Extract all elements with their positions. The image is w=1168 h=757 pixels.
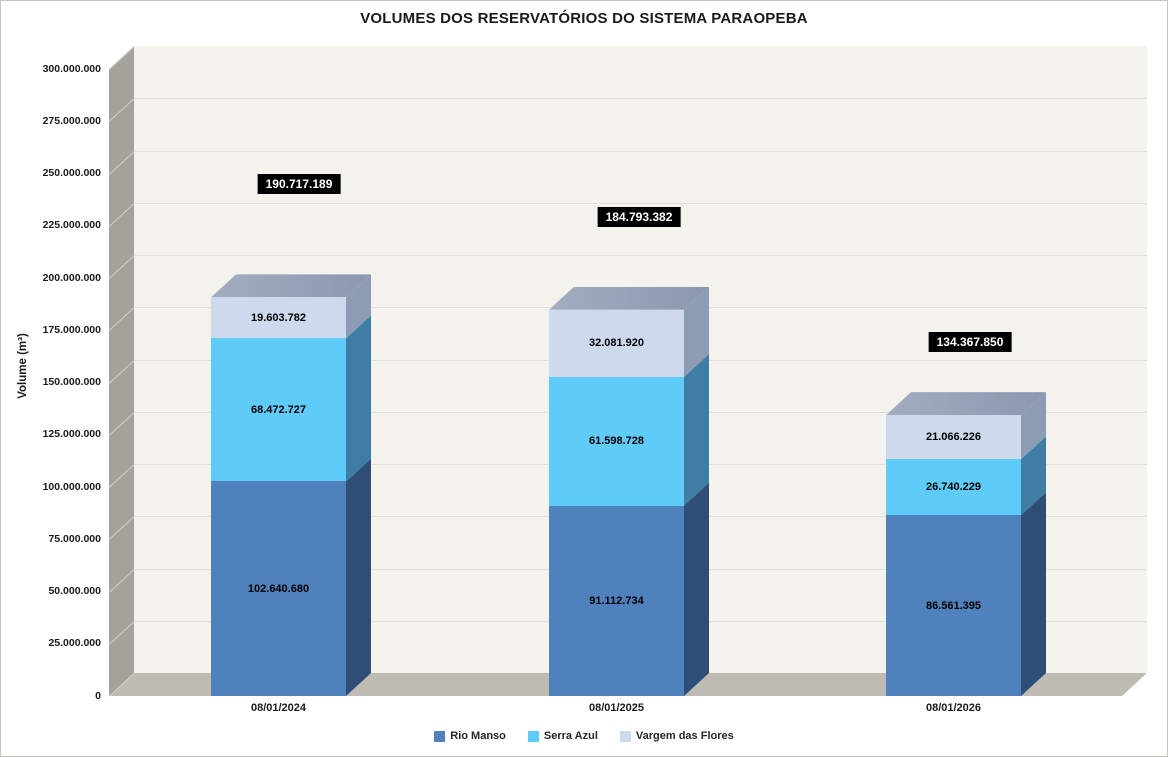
y-axis-tick-label: 150.000.000	[42, 376, 101, 388]
y-axis-tick-label: 225.000.000	[42, 219, 101, 232]
legend-label: Serra Azul	[543, 730, 598, 742]
legend-item-rio-manso: Rio Manso	[434, 730, 506, 742]
total-value-label: 190.717.189	[257, 174, 341, 194]
y-axis-tick-label: 0	[95, 689, 101, 702]
bar-segment-front	[549, 309, 684, 377]
segment-value-label: 102.640.680	[247, 582, 310, 595]
y-axis-tick-label: 50.000.000	[48, 585, 101, 597]
legend-label: Vargem das Flores	[635, 730, 734, 742]
total-value-label: 134.367.850	[928, 332, 1012, 352]
gridline-horizontal	[134, 202, 1147, 204]
bar-segment-front	[211, 338, 346, 482]
y-axis-tick-label: 250.000.000	[42, 167, 101, 179]
gridline-horizontal	[134, 98, 1147, 100]
legend-swatch-icon	[434, 730, 446, 742]
segment-value-label: 21.066.226	[925, 431, 982, 444]
bar-segment-front	[211, 297, 346, 339]
legend-item-vargem-das-flores: Vargem das Flores	[619, 730, 734, 742]
y-axis-tick-label: 100.000.000	[42, 480, 101, 493]
y-axis-tick-label: 125.000.000	[42, 428, 101, 441]
legend-label: Rio Manso	[450, 730, 506, 742]
bar-segment-front	[886, 515, 1021, 696]
x-axis-label: 08/01/2024	[250, 702, 307, 714]
segment-value-label: 91.112.734	[589, 594, 644, 607]
legend-swatch-icon	[527, 730, 539, 742]
bar-segment-front	[549, 505, 684, 696]
x-axis-label: 08/01/2026	[925, 702, 982, 714]
y-axis-tick-label: 25.000.000	[48, 637, 101, 650]
y-axis-tick-label: 175.000.000	[42, 323, 101, 336]
y-axis-tick-label: 300.000.000	[42, 62, 101, 75]
legend-item-serra-azul: Serra Azul	[527, 730, 598, 742]
bar-segment-side	[346, 458, 371, 696]
segment-value-label: 61.598.728	[588, 435, 645, 448]
legend-swatch-icon	[619, 730, 631, 742]
bar-segment-front	[886, 415, 1021, 460]
chart-title: VOLUMES DOS RESERVATÓRIOS DO SISTEMA PAR…	[360, 10, 808, 27]
segment-value-label: 32.081.920	[588, 337, 645, 350]
bar-top-face	[211, 274, 371, 298]
gridline-horizontal	[134, 255, 1147, 256]
x-axis-label: 08/01/2025	[588, 702, 645, 714]
bar-segment-side	[684, 482, 709, 696]
segment-value-label: 19.603.782	[250, 311, 307, 324]
segment-value-label: 68.472.727	[250, 403, 307, 416]
bar-top-face	[886, 392, 1046, 416]
segment-value-label: 86.561.395	[925, 599, 982, 612]
total-value-label: 184.793.382	[597, 207, 681, 227]
bar-segment-side	[684, 353, 709, 506]
gridline-horizontal	[134, 150, 1147, 152]
bar-segment-side	[346, 315, 371, 482]
y-axis-tick-label: 200.000.000	[42, 271, 101, 284]
bar-segment-front	[211, 481, 346, 696]
y-axis-tick-label: 275.000.000	[42, 114, 101, 127]
bar-segment-side	[1021, 492, 1046, 696]
bar-segment-front	[549, 376, 684, 506]
legend: Rio Manso Serra Azul Vargem das Flores	[1, 730, 1167, 742]
bar-segment-front	[886, 459, 1021, 516]
bar-top-face	[549, 286, 709, 310]
segment-value-label: 26.740.229	[925, 481, 982, 494]
y-axis-tick-label: 75.000.000	[48, 532, 101, 545]
